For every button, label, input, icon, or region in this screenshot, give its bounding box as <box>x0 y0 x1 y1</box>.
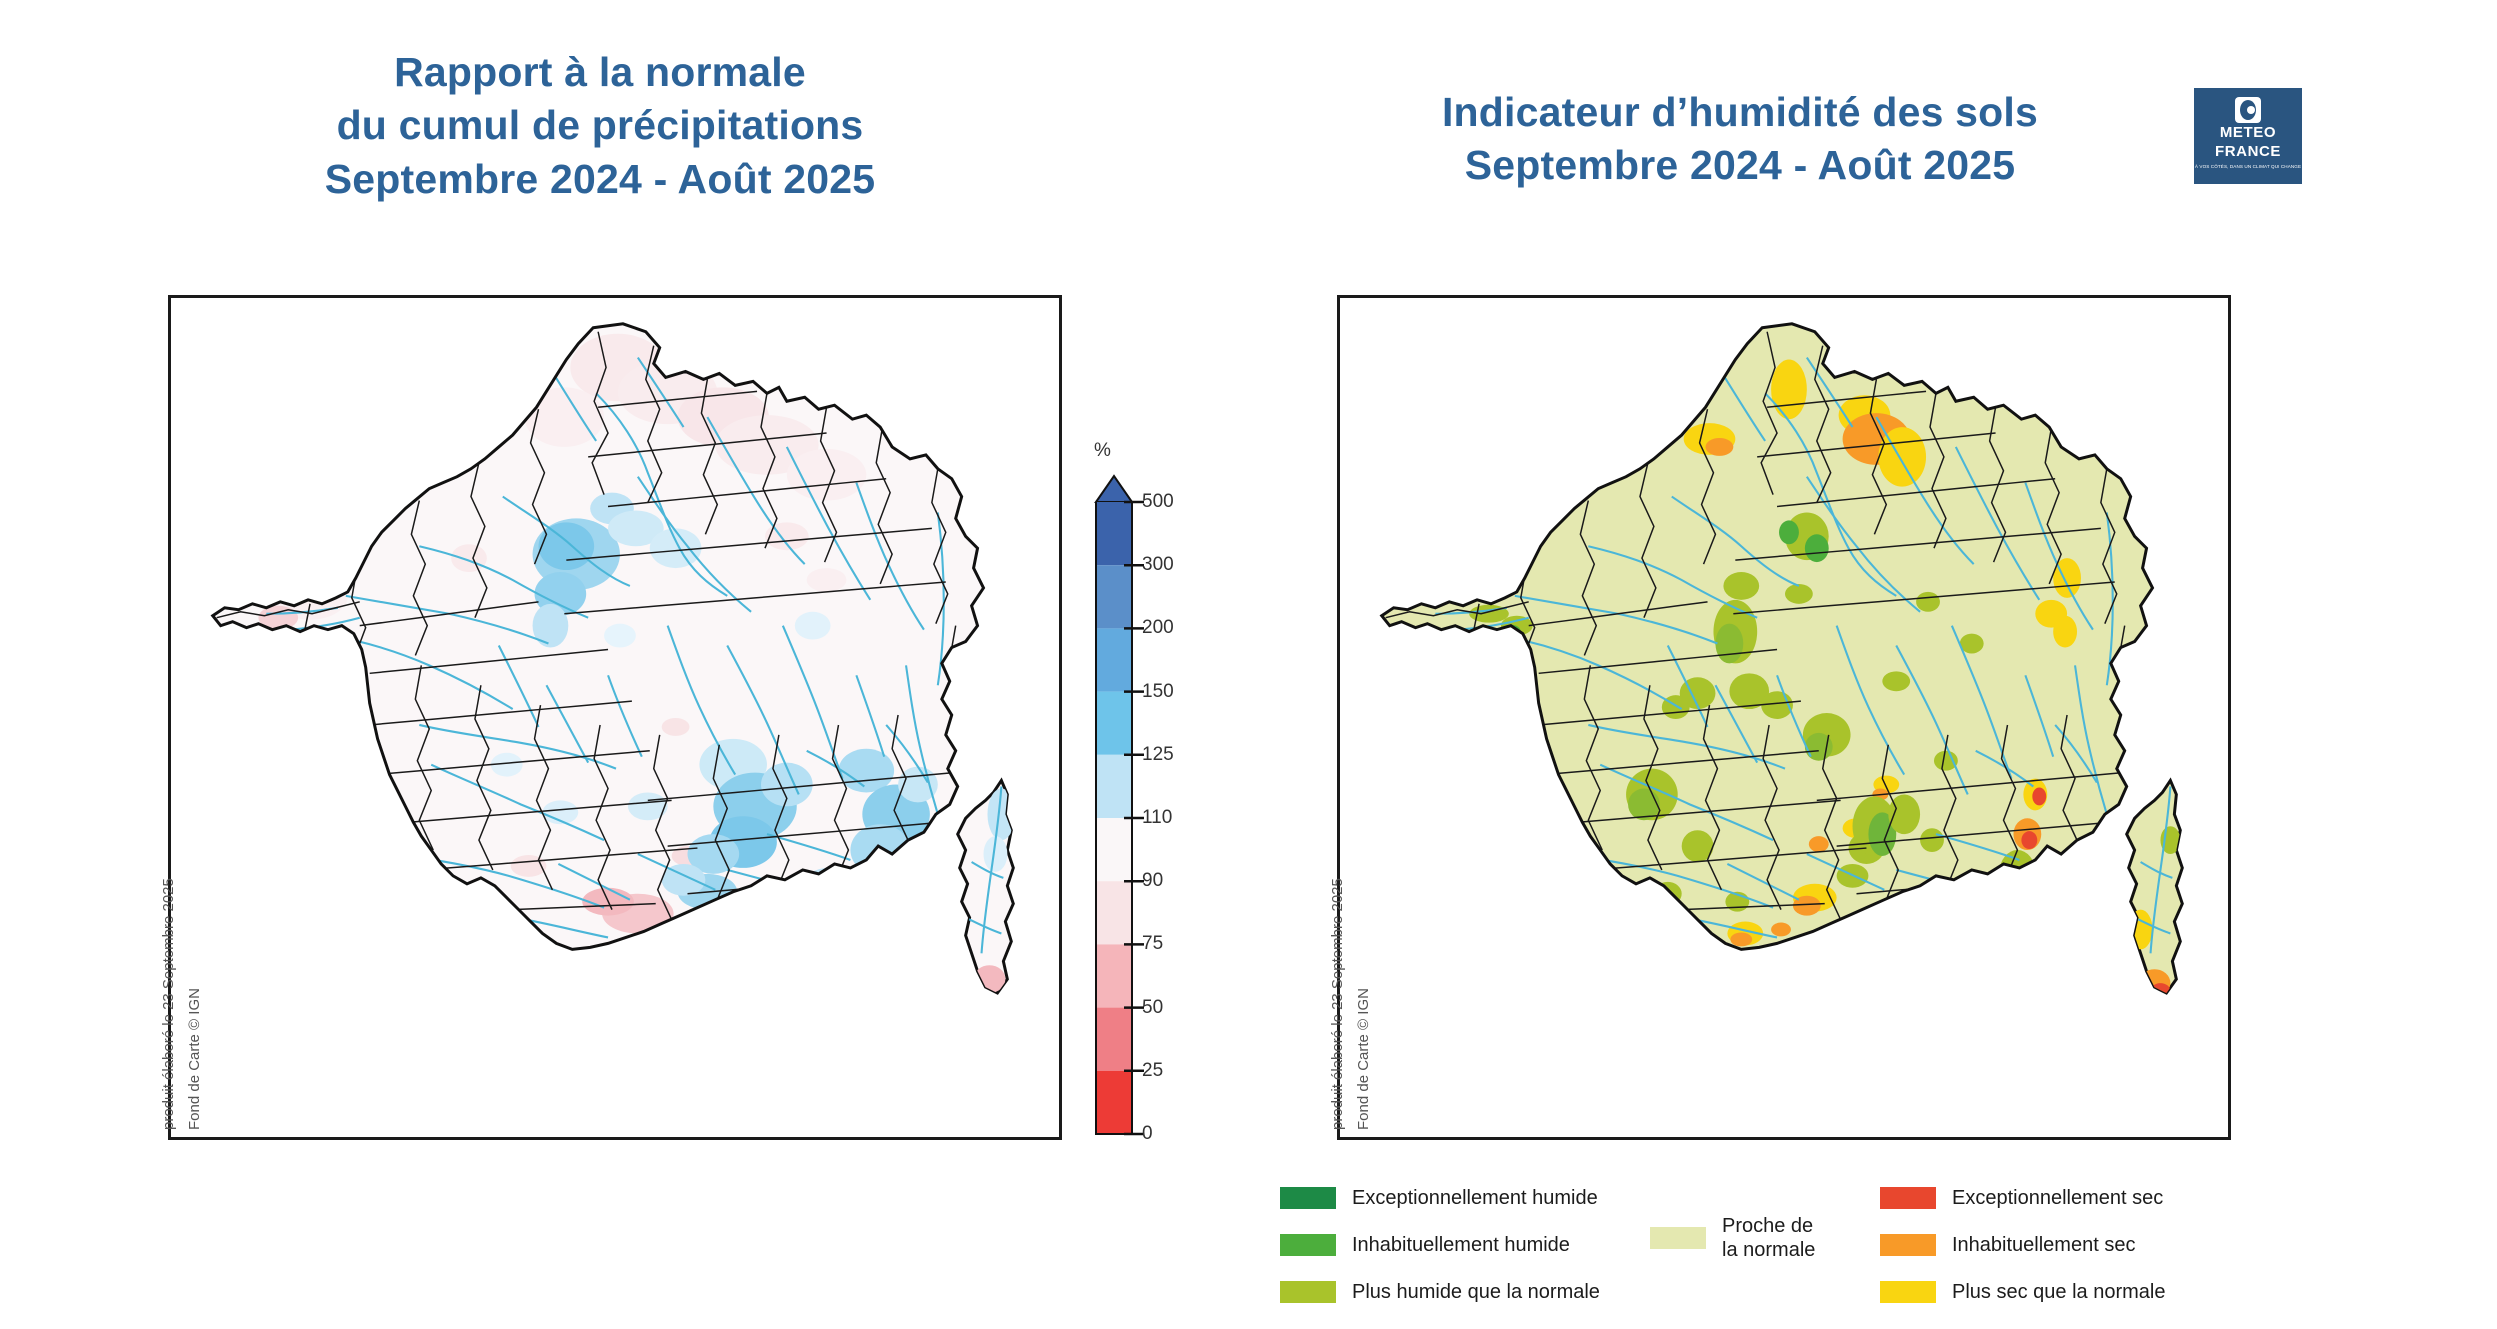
meteo-france-logo: METEO FRANCE À VOS CÔTÉS, DANS UN CLIMAT… <box>2194 88 2302 184</box>
colorbar-tick-25: 25 <box>1142 1060 1164 1081</box>
map-panel-precipitation <box>168 295 1062 1140</box>
map-soil-humidity-svg <box>1379 322 2184 995</box>
legend-label-inhabituellement-sec: Inhabituellement sec <box>1952 1233 2136 1256</box>
colorbar-tick-150: 150 <box>1142 681 1174 702</box>
credit-production-right: produit élaboré le 23 Septembre 2025 <box>1329 878 1346 1130</box>
france-mainland-precip <box>210 322 986 951</box>
legend-label-proche-de-la-normale: Proche de la normale <box>1722 1214 1816 1261</box>
colorbar-tick-75: 75 <box>1142 933 1164 954</box>
legend-swatch-inhabituellement-sec <box>1880 1234 1936 1256</box>
colorbar-tick-300: 300 <box>1142 554 1174 575</box>
france-mainland-soil <box>1379 322 2155 951</box>
meteo-france-mark-icon <box>2235 97 2261 123</box>
legend-swatch-plus-humide-que-la-normale <box>1280 1281 1336 1303</box>
department-borders-right <box>1385 331 2136 920</box>
legend-swatch-plus-sec-que-la-normale <box>1880 1281 1936 1303</box>
rivers-layer-left <box>266 356 945 939</box>
legend-item-inhabituellement-humide: Inhabituellement humide <box>1280 1227 1700 1263</box>
page-title-right: Indicateur d’humidité des sols Septembre… <box>1441 89 2039 189</box>
colorbar-gradient <box>1094 474 1144 1136</box>
legend-swatch-exceptionnellement-sec <box>1880 1187 1936 1209</box>
legend-item-exceptionnellement-sec: Exceptionnellement sec <box>1880 1180 2300 1216</box>
legend-swatch-exceptionnellement-humide <box>1280 1187 1336 1209</box>
logo-line-1: METEO <box>2219 124 2277 141</box>
legend-label-inhabituellement-humide: Inhabituellement humide <box>1352 1233 1570 1256</box>
colorbar-tick-110: 110 <box>1142 807 1173 828</box>
legend-item-exceptionnellement-humide: Exceptionnellement humide <box>1280 1180 1700 1216</box>
legend-label-plus-sec-que-la-normale: Plus sec que la normale <box>1952 1280 2166 1303</box>
logo-line-2: FRANCE <box>2214 142 2282 160</box>
corsica-soil <box>2125 777 2184 995</box>
legend-swatch-inhabituellement-humide <box>1280 1234 1336 1256</box>
colorbar-tick-0: 0 <box>1142 1123 1153 1144</box>
corsica-precip <box>956 777 1015 995</box>
legend-item-plus-sec-que-la-normale: Plus sec que la normale <box>1880 1274 2300 1310</box>
colorbar-precipitation: % <box>1088 440 1238 1155</box>
legend-column-wet: Exceptionnellement humide Inhabituelleme… <box>1280 1180 1700 1321</box>
legend-swatch-proche-de-la-normale <box>1650 1227 1706 1249</box>
soil-humidity-legend: Exceptionnellement humide Inhabituelleme… <box>1280 1180 2400 1303</box>
legend-item-inhabituellement-sec: Inhabituellement sec <box>1880 1227 2300 1263</box>
credit-production-left: produit élaboré le 23 Septembre 2025 <box>160 878 177 1130</box>
colorbar-tick-90: 90 <box>1142 870 1164 891</box>
logo-tagline: À VOS CÔTÉS, DANS UN CLIMAT QUI CHANGE <box>2194 163 2302 169</box>
legend-item-plus-humide-que-la-normale: Plus humide que la normale <box>1280 1274 1700 1310</box>
legend-label-plus-humide-que-la-normale: Plus humide que la normale <box>1352 1280 1600 1303</box>
legend-item-proche-de-la-normale: Proche de la normale <box>1650 1208 1910 1268</box>
colorbar-tick-125: 125 <box>1142 744 1174 765</box>
map-precipitation-svg <box>210 322 1015 995</box>
legend-label-exceptionnellement-sec: Exceptionnellement sec <box>1952 1186 2164 1209</box>
colorbar-tick-500: 500 <box>1142 491 1174 512</box>
credit-basemap-right: Fond de Carte © IGN <box>1355 988 1372 1130</box>
credit-basemap-left: Fond de Carte © IGN <box>186 988 203 1130</box>
legend-label-exceptionnellement-humide: Exceptionnellement humide <box>1352 1186 1598 1209</box>
legend-column-normal: Proche de la normale <box>1650 1208 1910 1279</box>
page-title-left: Rapport à la normale du cumul de précipi… <box>324 49 876 202</box>
legend-column-dry: Exceptionnellement sec Inhabituellement … <box>1880 1180 2300 1321</box>
colorbar-tick-200: 200 <box>1142 617 1174 638</box>
colorbar-tick-50: 50 <box>1142 997 1164 1018</box>
colorbar-unit-label: % <box>1094 440 1111 461</box>
map-panel-soil-humidity <box>1337 295 2231 1140</box>
